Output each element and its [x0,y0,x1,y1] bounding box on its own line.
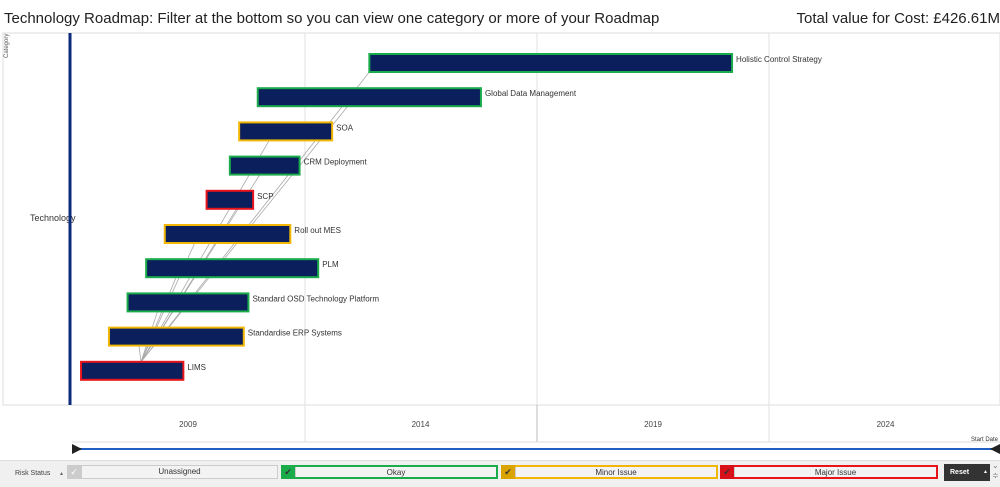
dependency-line [138,345,142,362]
filter-minor-issue[interactable]: ✔ Minor Issue [501,465,718,479]
caret-up-icon: ▲ [983,469,988,475]
task-label: Standard OSD Technology Platform [252,294,379,303]
gantt-chart: 2009 2014 2019 2024 Holistic Control Strate… [2,32,1000,454]
slider-end-handle[interactable] [990,444,1000,454]
page-title: Technology Roadmap: Filter at the bottom… [4,10,660,27]
x-tick-label: 2024 [877,420,895,429]
task-label: Global Data Management [485,89,577,98]
task-label: CRM Deployment [304,158,368,167]
x-tick-label: 2009 [179,420,197,429]
checkbox-icon[interactable]: ✔ [281,465,295,479]
task-label: PLM [322,260,339,269]
task-label: SOA [336,123,354,132]
checkbox-icon[interactable]: ✓ [67,465,81,479]
checkbox-icon[interactable]: ✔ [501,465,515,479]
task-label: Holistic Control Strategy [736,55,822,64]
task-bar[interactable] [256,87,482,108]
task-bar[interactable] [145,258,320,279]
x-axis-title: Start Date [971,437,999,443]
dependency-line [140,140,270,363]
sort-icon[interactable]: ▴ [60,471,64,477]
filter-okay[interactable]: ✔ Okay [281,465,498,479]
task-bar[interactable] [126,292,250,313]
task-bar[interactable] [107,326,245,347]
x-tick-label: 2014 [412,420,430,429]
filter-unassigned[interactable]: ✓ Unassigned [67,465,278,479]
task-bar[interactable] [163,224,292,244]
task-bar[interactable] [205,189,255,210]
task-bar[interactable] [238,121,334,142]
task-label: LIMS [187,363,206,372]
dependency-line [140,277,177,362]
collapse-icon[interactable]: ⌄ ≑ [992,461,999,480]
filter-major-issue[interactable]: ✔ Major Issue [720,465,938,479]
checkbox-icon[interactable]: ✔ [720,465,734,479]
reset-button[interactable]: Reset ▲ [944,464,990,481]
slider-start-handle[interactable] [72,444,82,454]
total-cost: Total value for Cost: £426.61M [796,10,1000,27]
task-label: Roll out MES [294,226,341,235]
task-bar[interactable] [228,155,301,176]
filter-label: Risk Status [15,470,51,477]
plot-frame [2,32,1000,406]
dependency-line [140,71,370,363]
task-label: SCP [257,192,273,201]
x-tick-label: 2019 [644,420,662,429]
task-bar[interactable] [368,53,734,73]
task-bar[interactable] [80,360,185,381]
category-label: Technology [30,213,76,223]
task-label: Standardise ERP Systems [248,329,342,338]
